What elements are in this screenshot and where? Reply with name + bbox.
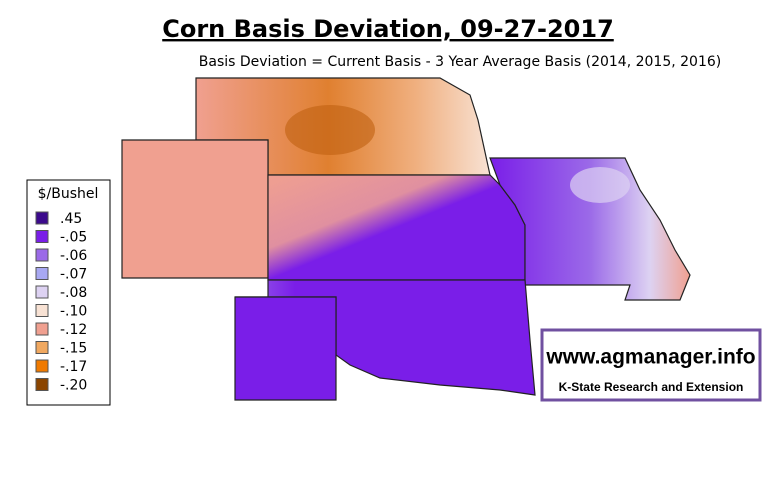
texas-panhandle (234, 296, 337, 401)
kansas (267, 174, 526, 281)
legend-label: -.05 (60, 230, 87, 246)
legend-swatch (35, 285, 49, 299)
watermark-url: www.agmanager.info (545, 346, 755, 369)
hotspot (285, 105, 375, 155)
legend-swatch (35, 248, 49, 262)
legend-label: .45 (60, 211, 82, 227)
watermark-box (540, 328, 762, 402)
legend-label: -.20 (60, 378, 87, 394)
legend-label: -.08 (60, 285, 87, 301)
legend-swatch (35, 267, 49, 280)
watermark-org: K-State Research and Extension (559, 380, 744, 394)
legend-label: -.07 (60, 267, 87, 283)
subtitle: Basis Deviation = Current Basis - 3 Year… (199, 54, 721, 70)
legend-swatch (35, 230, 49, 243)
legend-swatch (35, 359, 49, 373)
legend-swatch (35, 378, 49, 391)
legend-swatch (35, 304, 49, 317)
colorado (121, 139, 269, 279)
legend-title: $/Bushel (38, 186, 99, 202)
legend-items: .45 -.05 -.06 -.07 -.08 -.10 -.12 -.15 -.17 -.20 (35, 211, 87, 394)
legend-swatch (35, 211, 49, 225)
hotspot (570, 167, 630, 203)
title: Corn Basis Deviation, 09-27-2017 (162, 15, 614, 43)
legend-label: -.06 (60, 248, 87, 264)
legend-label: -.17 (60, 359, 87, 375)
legend-label: -.10 (60, 304, 87, 320)
legend-label: -.12 (60, 322, 87, 338)
legend-label: -.15 (60, 341, 87, 357)
map (121, 77, 691, 401)
legend-swatch (35, 341, 49, 354)
missouri (489, 157, 691, 301)
legend-swatch (35, 322, 49, 336)
